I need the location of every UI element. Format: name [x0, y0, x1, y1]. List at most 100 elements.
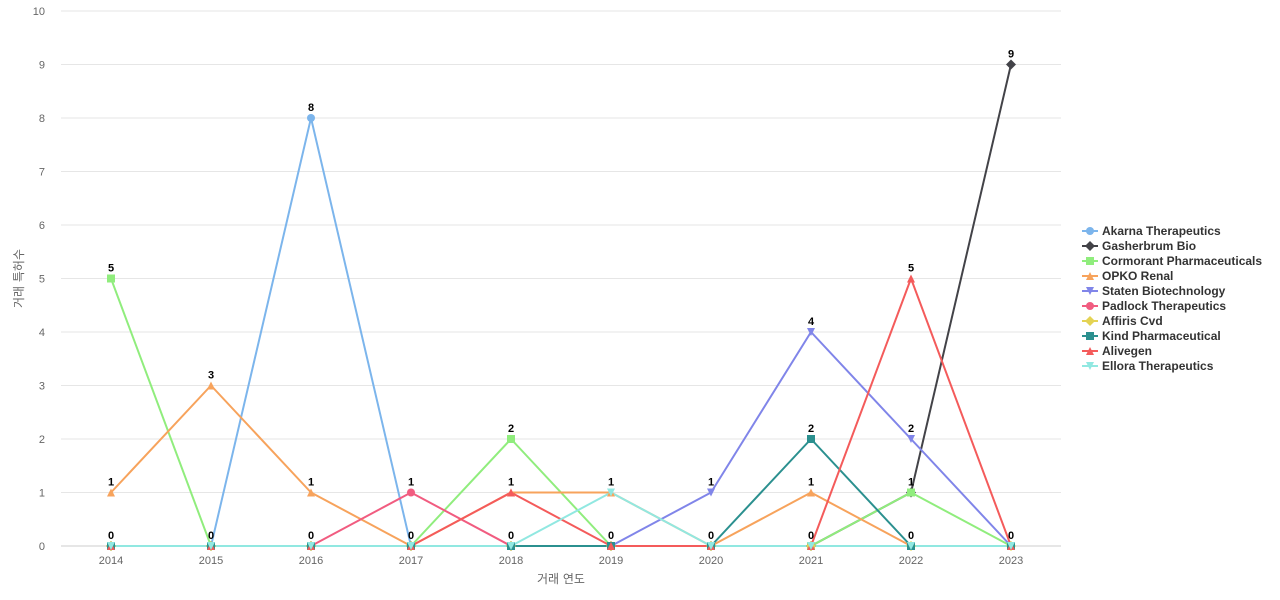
data-label: 9 — [1008, 49, 1014, 61]
legend-item[interactable]: Akarna Therapeutics — [1082, 224, 1221, 238]
data-point — [107, 488, 115, 497]
data-label: 1 — [508, 477, 514, 489]
series-line-4[interactable] — [110, 384, 1012, 547]
data-point — [807, 328, 815, 336]
data-point — [207, 381, 215, 390]
data-point — [507, 488, 515, 497]
legend-marker-icon — [1086, 362, 1094, 370]
data-label: 1 — [808, 477, 814, 489]
legend-item[interactable]: Ellora Therapeutics — [1082, 359, 1214, 373]
y-tick-label: 2 — [39, 434, 45, 446]
data-point — [607, 488, 615, 497]
grid-lines — [61, 10, 1061, 547]
legend-item[interactable]: Alivegen — [1082, 344, 1152, 358]
series-lines — [110, 63, 1012, 547]
data-point — [1006, 59, 1016, 70]
legend-marker-icon — [1086, 287, 1094, 295]
x-tick-label: 2017 — [399, 555, 423, 567]
data-label: 5 — [908, 263, 914, 275]
legend-label: Alivegen — [1102, 344, 1152, 358]
legend-label: Padlock Therapeutics — [1102, 299, 1226, 313]
data-label: 4 — [808, 316, 815, 328]
legend-marker-icon — [1086, 227, 1094, 235]
data-label: 3 — [208, 370, 214, 382]
data-point — [107, 542, 115, 550]
data-point — [907, 542, 915, 550]
series-line-3[interactable] — [110, 277, 1012, 547]
data-label: 1 — [308, 477, 314, 489]
legend-marker-icon — [1086, 332, 1094, 340]
legend-label: OPKO Renal — [1102, 269, 1173, 283]
data-label: 0 — [1008, 530, 1014, 542]
data-point — [307, 488, 315, 497]
data-point — [607, 542, 615, 550]
y-tick-label: 7 — [39, 167, 45, 179]
legend-marker-icon — [1085, 241, 1095, 251]
series-line-2[interactable] — [110, 63, 1012, 547]
x-tick-label: 2018 — [499, 555, 523, 567]
x-tick-label: 2023 — [999, 555, 1023, 567]
data-labels: 0 1 5 0 3 0 1 8 0 1 0 1 2 0 1 0 1 0 1 2 4 0 1 2 5 0 9 — [108, 49, 1014, 543]
data-point — [507, 435, 515, 443]
y-tick-label: 10 — [33, 6, 45, 18]
y-tick-label: 3 — [39, 381, 45, 393]
series-markers — [106, 59, 1016, 551]
data-label: 1 — [708, 477, 714, 489]
y-tick-label: 9 — [39, 60, 45, 72]
legend-item[interactable]: Affiris Cvd — [1082, 314, 1163, 328]
legend-item[interactable]: Kind Pharmaceutical — [1082, 329, 1221, 343]
data-label: 8 — [308, 102, 314, 114]
x-tick-label: 2021 — [799, 555, 823, 567]
legend-item[interactable]: OPKO Renal — [1082, 269, 1173, 283]
data-label: 0 — [208, 530, 214, 542]
y-axis-title: 거래 특허수 — [12, 249, 26, 308]
legend-label: Staten Biotechnology — [1102, 284, 1226, 298]
data-point — [107, 274, 115, 283]
legend-label: Cormorant Pharmaceuticals — [1102, 254, 1262, 268]
data-label: 0 — [808, 530, 814, 542]
series-line-9[interactable] — [110, 277, 1012, 547]
legend-marker-icon — [1086, 347, 1094, 355]
x-tick-label: 2016 — [299, 555, 323, 567]
legend-marker-icon — [1086, 302, 1094, 310]
data-label: 0 — [908, 530, 914, 542]
legend-marker-icon — [1086, 272, 1094, 280]
data-point — [207, 542, 215, 550]
data-label: 0 — [708, 530, 714, 542]
legend-item[interactable]: Padlock Therapeutics — [1082, 299, 1226, 313]
legend-marker-icon — [1086, 257, 1094, 265]
data-point — [307, 114, 315, 122]
data-label: 2 — [508, 423, 514, 435]
legend-label: Gasherbrum Bio — [1102, 239, 1196, 253]
data-point — [1007, 542, 1015, 550]
legend-item[interactable]: Gasherbrum Bio — [1082, 239, 1196, 253]
legend-item[interactable]: Cormorant Pharmaceuticals — [1082, 254, 1262, 268]
x-tick-label: 2015 — [199, 555, 223, 567]
x-axis-title: 거래 연도 — [537, 572, 585, 586]
legend-label: Akarna Therapeutics — [1102, 224, 1221, 238]
legend-item[interactable]: Staten Biotechnology — [1082, 284, 1226, 298]
data-point — [907, 435, 915, 443]
x-tick-label: 2014 — [99, 555, 123, 567]
x-tick-label: 2020 — [699, 555, 723, 567]
data-point — [707, 488, 715, 497]
legend-label: Kind Pharmaceutical — [1102, 329, 1221, 343]
data-point — [507, 542, 515, 550]
y-tick-label: 1 — [39, 488, 45, 500]
data-label: 2 — [808, 423, 814, 435]
series-line-10[interactable] — [110, 491, 1012, 547]
legend-label: Affiris Cvd — [1102, 314, 1163, 328]
data-point — [907, 274, 915, 283]
data-point — [707, 542, 715, 550]
y-tick-label: 0 — [39, 541, 45, 553]
data-label: 5 — [108, 263, 114, 275]
x-tick-label: 2019 — [599, 555, 623, 567]
legend-marker-icon — [1085, 316, 1095, 326]
data-point — [407, 488, 415, 497]
data-label: 2 — [908, 423, 914, 435]
x-tick-label: 2022 — [899, 555, 923, 567]
y-tick-label: 4 — [39, 327, 45, 339]
